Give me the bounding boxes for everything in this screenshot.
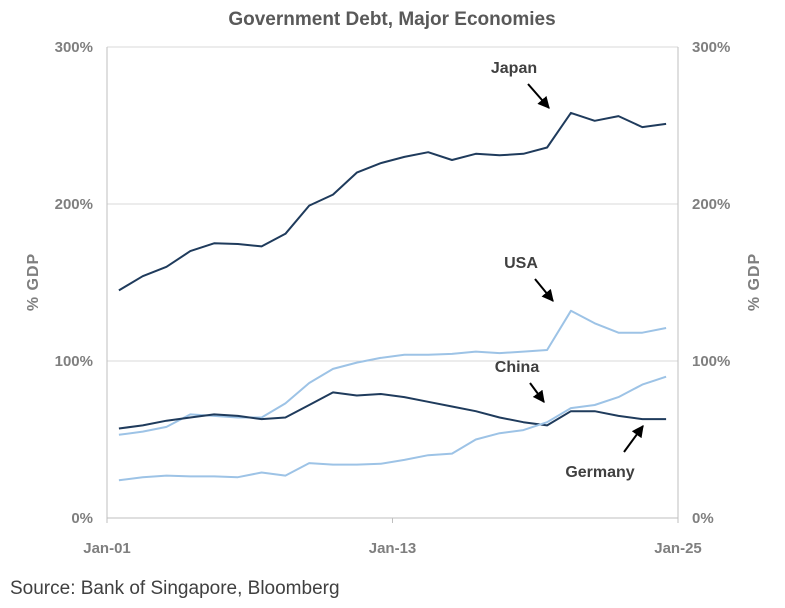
x-tick-2: Jan-25 — [654, 540, 702, 557]
y-tick-left-3: 300% — [55, 39, 93, 56]
annotation-label-germany: Germany — [565, 464, 634, 481]
y-tick-left-2: 200% — [55, 196, 93, 213]
annotation-arrow-japan — [527, 83, 550, 109]
y-axis-left-label: % GDP — [25, 253, 42, 311]
source-note: Source: Bank of Singapore, Bloomberg — [10, 578, 340, 599]
annotation-germany: Germany — [565, 425, 644, 481]
y-tick-right-0: 0% — [692, 510, 714, 527]
annotation-arrow-usa — [534, 278, 554, 302]
y-axis-right-label: % GDP — [746, 253, 763, 311]
x-axis-ticks: Jan-01 Jan-13 Jan-25 — [83, 518, 702, 557]
annotation-label-china: China — [495, 359, 540, 376]
series-line-germany — [118, 391, 667, 430]
y-tick-right-1: 100% — [692, 353, 730, 370]
y-axis-right-ticks: 0% 100% 200% 300% — [692, 39, 730, 527]
annotation-label-japan: Japan — [491, 60, 537, 77]
annotation-japan: Japan — [491, 60, 550, 109]
annotation-usa: USA — [504, 255, 554, 302]
x-tick-1: Jan-13 — [369, 540, 417, 557]
chart-title: Government Debt, Major Economies — [228, 9, 555, 30]
y-axis-left-ticks: 0% 100% 200% 300% — [55, 39, 93, 527]
annotation-arrow-china — [529, 382, 545, 403]
y-tick-left-0: 0% — [71, 510, 93, 527]
annotation-label-usa: USA — [504, 255, 538, 272]
annotation-china: China — [495, 359, 545, 403]
x-tick-0: Jan-01 — [83, 540, 131, 557]
y-tick-right-3: 300% — [692, 39, 730, 56]
line-chart: Government Debt, Major Economies 0% 100% 2… — [25, 9, 763, 557]
y-tick-right-2: 200% — [692, 196, 730, 213]
y-tick-left-1: 100% — [55, 353, 93, 370]
annotation-arrow-germany — [623, 425, 644, 453]
series-lines — [118, 111, 667, 482]
series-line-japan — [118, 111, 667, 292]
gridlines — [107, 46, 678, 362]
axes — [106, 47, 679, 519]
series-line-china — [118, 375, 667, 482]
